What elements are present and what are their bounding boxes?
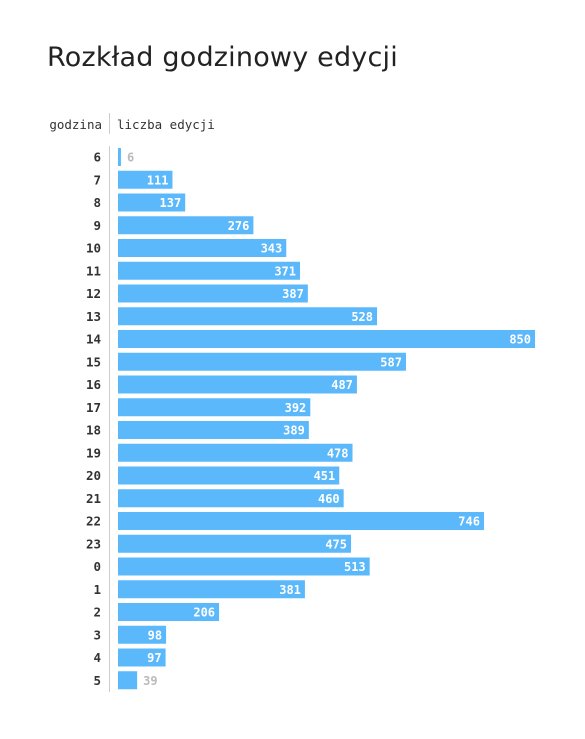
value-label: 206 [193,606,215,620]
value-label: 371 [274,264,296,278]
value-label: 478 [327,446,349,460]
value-label: 381 [279,583,301,597]
value-label: 39 [143,674,157,688]
value-label: 451 [314,469,336,483]
value-label: 98 [148,628,162,642]
value-axis-header: liczba edycji [117,117,215,132]
bar [118,193,186,212]
category-label: 12 [86,286,101,301]
bar [118,625,167,644]
bar [118,580,305,599]
bar [118,648,166,667]
category-label: 20 [86,468,101,483]
bar [118,261,301,280]
value-label: 475 [325,537,347,551]
bar [118,170,173,189]
category-label: 10 [86,241,101,256]
bar [118,216,254,235]
category-label: 6 [93,150,101,165]
bar [118,421,309,439]
bar [118,466,340,485]
category-label: 4 [93,650,101,665]
bar [118,239,287,257]
category-label: 5 [93,673,101,688]
category-label: 16 [86,377,101,392]
value-label: 528 [351,310,373,324]
value-label: 587 [380,355,402,369]
bar [118,148,121,166]
category-label: 11 [86,263,101,278]
category-label: 8 [93,195,101,210]
category-label: 0 [93,559,101,574]
category-label: 13 [86,309,101,324]
value-label: 513 [344,560,366,574]
chart-title: Rozkład godzinowy edycji [47,42,398,73]
value-label: 389 [283,424,305,438]
value-label: 387 [282,287,304,301]
bar [118,443,353,462]
category-label: 23 [86,536,101,551]
value-label: 850 [509,333,531,347]
category-label: 21 [86,491,101,506]
value-label: 276 [228,219,250,233]
value-label: 460 [318,492,340,506]
bar [118,489,344,508]
bar [118,375,357,394]
bar [118,352,406,371]
category-label: 22 [86,514,101,529]
category-label: 18 [86,423,101,438]
category-label: 7 [93,172,101,187]
value-label: 97 [147,651,161,665]
bar [118,671,138,690]
category-label: 17 [86,400,101,415]
category-label: 9 [93,218,101,233]
value-label: 392 [285,401,307,415]
value-label: 487 [331,378,353,392]
bar [118,330,535,348]
category-label: 15 [86,354,101,369]
bar [118,307,378,326]
category-label: 1 [93,582,101,597]
category-label: 3 [93,627,101,642]
value-label: 343 [261,242,283,256]
category-axis-header: godzina [49,117,102,132]
bar [118,557,370,576]
value-label: 137 [160,196,182,210]
bar [118,398,311,417]
category-label: 14 [86,332,101,347]
category-label: 19 [86,445,101,460]
value-label: 6 [127,151,134,165]
bar [118,512,484,530]
bar [118,603,220,621]
bar [118,284,308,303]
category-label: 2 [93,605,101,620]
value-label: 746 [458,515,480,529]
value-label: 111 [147,173,169,187]
bar [118,534,352,553]
